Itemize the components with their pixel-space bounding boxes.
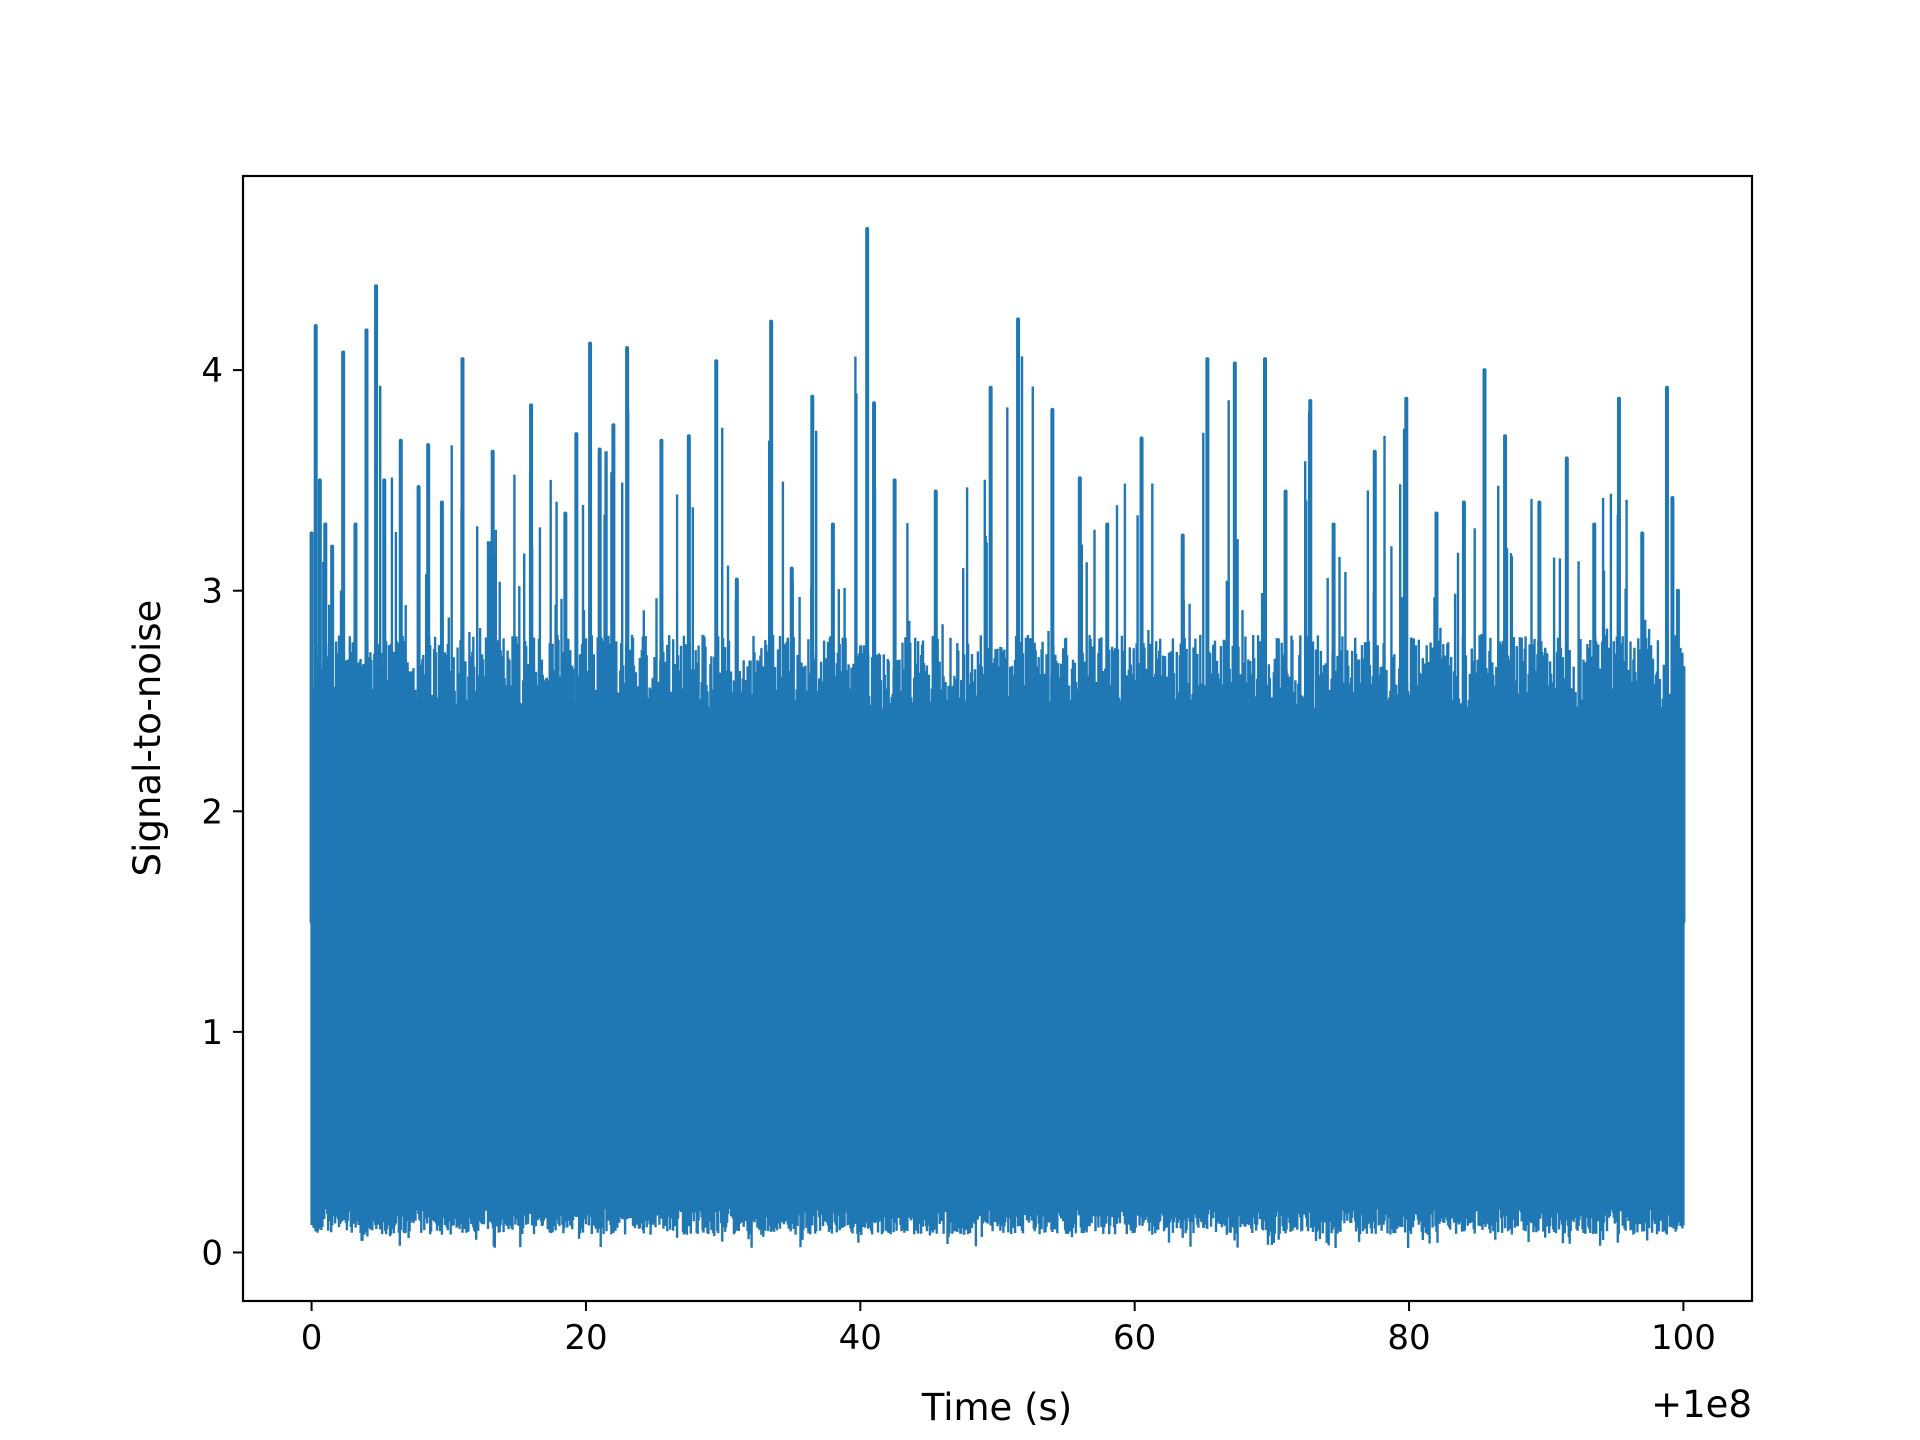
y-axis-ticks: 0 1 2 3 4 <box>201 351 243 1273</box>
y-tick-label: 0 <box>201 1233 223 1273</box>
y-tick-label: 2 <box>201 792 223 832</box>
x-tick-label: 60 <box>1113 1318 1156 1358</box>
axes-frame <box>241 174 1754 1303</box>
x-tick-label: 0 <box>301 1318 323 1358</box>
y-axis-label: Signal-to-noise <box>126 600 169 877</box>
x-tick-label: 20 <box>564 1318 607 1358</box>
x-axis-offset-label: +1e8 <box>1651 1383 1752 1426</box>
x-tick-label: 40 <box>839 1318 882 1358</box>
plot-area <box>309 226 1686 1248</box>
y-tick-label: 1 <box>201 1013 223 1053</box>
x-tick-label: 100 <box>1651 1318 1716 1358</box>
x-tick-label: 80 <box>1387 1318 1430 1358</box>
x-axis-label: Time (s) <box>921 1386 1072 1429</box>
y-tick-label: 4 <box>201 351 223 391</box>
x-axis-ticks: 0 20 40 60 80 100 <box>301 1301 1716 1358</box>
y-tick-label: 3 <box>201 572 223 612</box>
